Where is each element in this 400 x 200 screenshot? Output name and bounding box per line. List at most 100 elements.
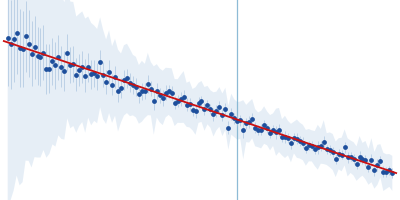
Point (237, 119, 244, 122)
Point (88, 73, 94, 76)
Point (240, 128, 246, 131)
Point (79, 65, 86, 68)
Point (264, 127, 270, 130)
Point (178, 97, 184, 101)
Point (4, 37, 11, 40)
Point (76, 68, 82, 72)
Point (118, 86, 124, 90)
Point (243, 122, 250, 125)
Point (225, 126, 232, 129)
Point (222, 107, 228, 111)
Point (201, 107, 208, 110)
Point (270, 128, 276, 131)
Point (231, 117, 238, 120)
Point (10, 38, 17, 41)
Point (326, 148, 333, 151)
Point (145, 82, 151, 86)
Point (43, 67, 50, 71)
Point (174, 99, 181, 103)
Point (166, 90, 172, 93)
Point (31, 46, 38, 49)
Point (103, 80, 109, 83)
Point (252, 126, 258, 129)
Point (94, 74, 100, 78)
Point (64, 51, 70, 54)
Point (380, 170, 386, 174)
Point (330, 150, 336, 154)
Point (359, 158, 366, 161)
Point (142, 89, 148, 93)
Point (8, 43, 14, 46)
Point (127, 81, 133, 84)
Point (338, 153, 345, 156)
Point (180, 95, 187, 99)
Point (70, 62, 76, 66)
Point (246, 121, 252, 124)
Point (207, 107, 214, 111)
Point (73, 73, 80, 76)
Point (291, 136, 297, 139)
Point (115, 89, 121, 92)
Point (219, 113, 226, 116)
Point (342, 146, 348, 149)
Point (297, 139, 303, 142)
Point (183, 103, 190, 106)
Point (154, 89, 160, 92)
Point (383, 170, 390, 173)
Point (121, 79, 127, 82)
Point (25, 42, 32, 45)
Point (303, 146, 309, 149)
Point (136, 93, 142, 96)
Point (204, 104, 211, 107)
Point (85, 66, 91, 69)
Point (52, 64, 58, 67)
Point (198, 100, 205, 103)
Point (124, 77, 130, 80)
Point (294, 137, 300, 140)
Point (249, 117, 255, 120)
Point (16, 47, 23, 50)
Point (356, 155, 363, 159)
Point (19, 48, 26, 51)
Point (234, 119, 240, 122)
Point (55, 56, 62, 59)
Point (49, 60, 56, 63)
Point (344, 156, 351, 159)
Point (377, 159, 384, 162)
Point (40, 51, 47, 54)
Point (386, 169, 392, 172)
Point (318, 145, 324, 148)
Point (37, 55, 44, 58)
Point (130, 84, 136, 87)
Point (336, 152, 342, 155)
Point (46, 67, 53, 70)
Point (282, 135, 288, 138)
Point (133, 86, 139, 89)
Point (109, 83, 115, 86)
Point (228, 113, 234, 116)
Point (389, 172, 396, 175)
Point (34, 54, 41, 57)
Point (273, 131, 279, 134)
Point (312, 147, 318, 150)
Point (162, 91, 169, 94)
Point (332, 158, 339, 161)
Point (279, 136, 285, 139)
Point (267, 131, 273, 134)
Point (150, 99, 157, 102)
Point (309, 144, 315, 147)
Point (350, 157, 357, 160)
Point (168, 91, 175, 95)
Point (320, 141, 327, 144)
Point (314, 146, 321, 149)
Point (82, 74, 88, 77)
Point (112, 76, 118, 79)
Point (261, 123, 267, 127)
Point (365, 165, 372, 168)
Point (216, 105, 222, 109)
Point (276, 128, 282, 132)
Point (195, 101, 202, 104)
Point (186, 103, 193, 106)
Point (362, 159, 369, 162)
Point (255, 128, 261, 131)
